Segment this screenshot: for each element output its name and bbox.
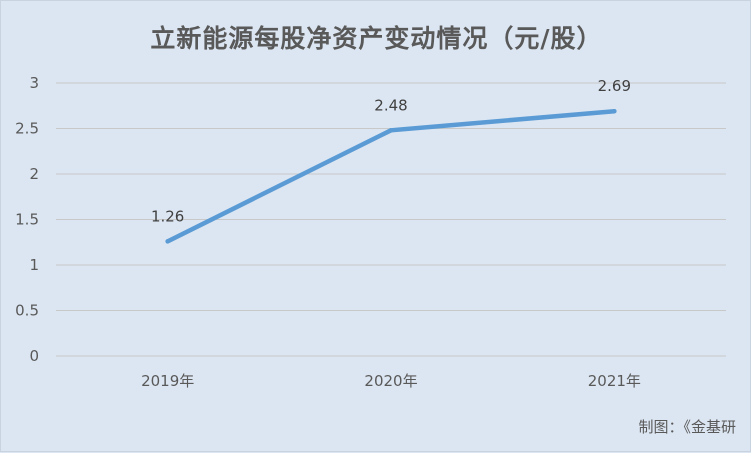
data-label: 2.69	[598, 77, 631, 95]
chart-title: 立新能源每股净资产变动情况（元/股）	[150, 24, 603, 53]
y-tick-label: 1	[29, 256, 39, 274]
y-tick-label: 1.5	[15, 211, 39, 229]
y-tick-label: 3	[29, 74, 39, 92]
y-tick-label: 0	[29, 347, 39, 365]
data-point	[388, 128, 394, 133]
data-point	[612, 109, 617, 114]
x-tick-label: 2020年	[364, 372, 417, 390]
x-tick-label: 2019年	[141, 372, 194, 390]
data-point	[165, 239, 170, 244]
x-tick-label: 2021年	[588, 372, 641, 390]
y-tick-label: 2.5	[15, 120, 39, 138]
source-note: 制图：《金基研	[638, 418, 736, 436]
data-label: 1.26	[151, 207, 184, 225]
data-label: 2.48	[374, 96, 407, 114]
y-tick-label: 2	[29, 165, 39, 183]
y-tick-label: 0.5	[15, 302, 39, 320]
